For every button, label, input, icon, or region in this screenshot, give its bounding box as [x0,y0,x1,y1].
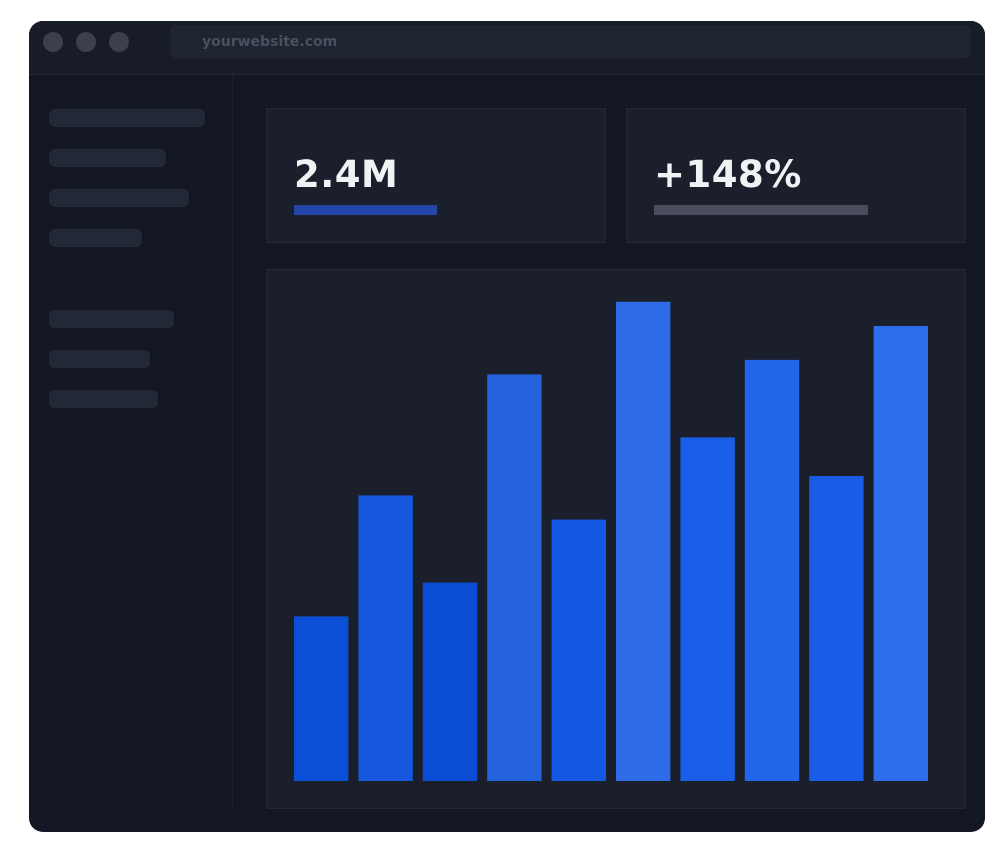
chart-bar [551,519,606,781]
sidebar-placeholder-item[interactable] [49,350,150,368]
stat-value: 2.4M [294,153,399,196]
stat-card-growth: +148% [626,108,966,243]
stat-progress-bar [654,205,868,215]
chart-bar [680,437,735,781]
maximize-window-dot[interactable] [109,32,129,52]
close-window-dot[interactable] [43,32,63,52]
chart-bar [873,326,928,781]
chart-bar [422,582,478,781]
sidebar-placeholder-item[interactable] [49,229,142,247]
minimize-window-dot[interactable] [76,32,96,52]
stat-card-total: 2.4M [266,108,606,243]
sidebar-placeholder-item[interactable] [49,310,174,328]
url-text: yourwebsite.com [202,33,338,50]
address-bar[interactable]: yourwebsite.com [170,25,971,58]
chart-bar [616,301,671,781]
browser-window: yourwebsite.com 2.4M +148% [29,21,985,832]
chart-bar [744,359,800,781]
chart-bar [294,616,349,781]
chart-bar [358,495,413,781]
title-bar: yourwebsite.com [29,21,985,75]
stat-value: +148% [654,153,802,196]
sidebar [29,75,233,808]
sidebar-placeholder-item[interactable] [49,189,189,207]
chart-bar [809,476,864,781]
sidebar-placeholder-item[interactable] [49,149,166,167]
chart-card [266,269,966,809]
sidebar-placeholder-item[interactable] [49,109,205,127]
chart-bar [487,374,542,781]
stat-progress-bar [294,205,437,215]
bar-chart [294,301,928,781]
sidebar-placeholder-item[interactable] [49,390,158,408]
